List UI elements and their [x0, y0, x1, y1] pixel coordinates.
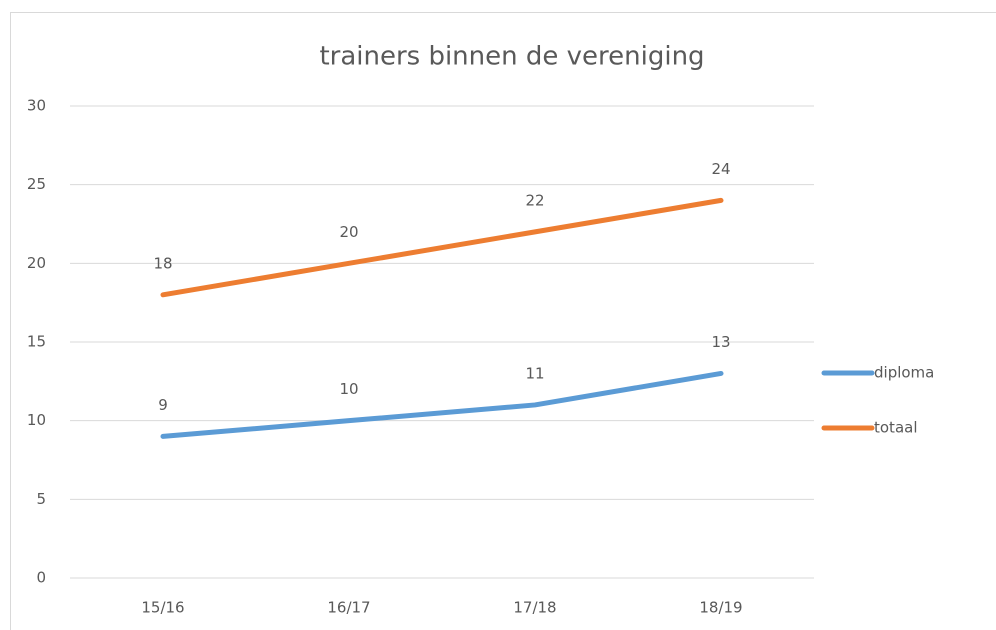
data-label: 18: [153, 254, 172, 272]
chart-border: [10, 12, 996, 630]
x-tick-label: 17/18: [513, 599, 556, 617]
data-label: 22: [525, 191, 544, 209]
y-tick-label: 30: [27, 97, 46, 115]
y-tick-label: 15: [27, 333, 46, 351]
data-label: 9: [158, 396, 168, 414]
y-tick-label: 20: [27, 254, 46, 272]
data-label: 10: [339, 380, 358, 398]
series-line: [160, 370, 724, 439]
x-tick-label: 16/17: [327, 599, 370, 617]
data-label: 11: [525, 364, 544, 382]
x-tick-label: 15/16: [141, 599, 184, 617]
data-label: 24: [711, 160, 730, 178]
data-label: 13: [711, 333, 730, 351]
y-tick-label: 25: [27, 175, 46, 193]
legend-label: totaal: [874, 419, 918, 437]
y-tick-label: 10: [27, 411, 46, 429]
series-line: [160, 197, 724, 298]
y-tick-label: 5: [36, 490, 46, 508]
chart-title: trainers binnen de vereniging: [319, 42, 704, 72]
y-tick-label: 0: [36, 569, 46, 587]
x-tick-label: 18/19: [699, 599, 742, 617]
legend-label: diploma: [874, 364, 934, 382]
data-label: 20: [339, 223, 358, 241]
